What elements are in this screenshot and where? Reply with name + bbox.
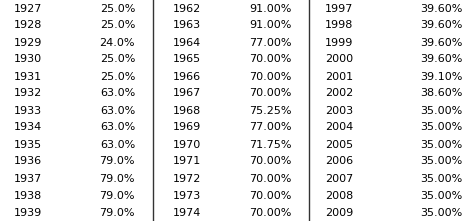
Text: 1928: 1928 <box>14 21 43 30</box>
Text: 79.0%: 79.0% <box>100 191 135 200</box>
Text: 1972: 1972 <box>173 173 201 183</box>
Text: 2004: 2004 <box>325 122 353 133</box>
Text: 2005: 2005 <box>325 139 353 149</box>
Text: 71.75%: 71.75% <box>249 139 292 149</box>
Text: 1974: 1974 <box>173 208 201 217</box>
Text: 1930: 1930 <box>14 55 42 65</box>
Text: 35.00%: 35.00% <box>420 122 462 133</box>
Text: 70.00%: 70.00% <box>249 72 292 82</box>
Text: 25.0%: 25.0% <box>100 4 135 13</box>
Text: 1967: 1967 <box>173 88 201 99</box>
Text: 63.0%: 63.0% <box>100 139 135 149</box>
Text: 1970: 1970 <box>173 139 201 149</box>
Text: 35.00%: 35.00% <box>420 173 462 183</box>
Text: 1938: 1938 <box>14 191 43 200</box>
Text: 70.00%: 70.00% <box>249 191 292 200</box>
Text: 1998: 1998 <box>325 21 353 30</box>
Text: 35.00%: 35.00% <box>420 191 462 200</box>
Text: 1934: 1934 <box>14 122 43 133</box>
Text: 79.0%: 79.0% <box>100 173 135 183</box>
Text: 35.00%: 35.00% <box>420 139 462 149</box>
Text: 1933: 1933 <box>14 105 42 116</box>
Text: 1935: 1935 <box>14 139 42 149</box>
Text: 2007: 2007 <box>325 173 353 183</box>
Text: 2000: 2000 <box>325 55 353 65</box>
Text: 1964: 1964 <box>173 38 201 48</box>
Text: 35.00%: 35.00% <box>420 156 462 166</box>
Text: 63.0%: 63.0% <box>100 105 135 116</box>
Text: 1962: 1962 <box>173 4 201 13</box>
Text: 1963: 1963 <box>173 21 201 30</box>
Text: 35.00%: 35.00% <box>420 208 462 217</box>
Text: 1965: 1965 <box>173 55 201 65</box>
Text: 39.60%: 39.60% <box>420 21 462 30</box>
Text: 25.0%: 25.0% <box>100 55 135 65</box>
Text: 2006: 2006 <box>325 156 353 166</box>
Text: 1927: 1927 <box>14 4 43 13</box>
Text: 25.0%: 25.0% <box>100 21 135 30</box>
Text: 39.60%: 39.60% <box>420 4 462 13</box>
Text: 39.60%: 39.60% <box>420 38 462 48</box>
Text: 2003: 2003 <box>325 105 353 116</box>
Text: 39.10%: 39.10% <box>420 72 462 82</box>
Text: 63.0%: 63.0% <box>100 122 135 133</box>
Text: 79.0%: 79.0% <box>100 156 135 166</box>
Text: 75.25%: 75.25% <box>249 105 292 116</box>
Text: 38.60%: 38.60% <box>420 88 462 99</box>
Text: 77.00%: 77.00% <box>249 38 292 48</box>
Text: 91.00%: 91.00% <box>249 4 292 13</box>
Text: 39.60%: 39.60% <box>420 55 462 65</box>
Text: 70.00%: 70.00% <box>249 156 292 166</box>
Text: 70.00%: 70.00% <box>249 173 292 183</box>
Text: 1999: 1999 <box>325 38 353 48</box>
Text: 70.00%: 70.00% <box>249 88 292 99</box>
Text: 1973: 1973 <box>173 191 201 200</box>
Text: 1936: 1936 <box>14 156 42 166</box>
Text: 25.0%: 25.0% <box>100 72 135 82</box>
Text: 1932: 1932 <box>14 88 43 99</box>
Text: 1937: 1937 <box>14 173 43 183</box>
Text: 2002: 2002 <box>325 88 353 99</box>
Text: 1931: 1931 <box>14 72 42 82</box>
Text: 1966: 1966 <box>173 72 201 82</box>
Text: 91.00%: 91.00% <box>249 21 292 30</box>
Text: 1997: 1997 <box>325 4 353 13</box>
Text: 1968: 1968 <box>173 105 201 116</box>
Text: 1969: 1969 <box>173 122 201 133</box>
Text: 77.00%: 77.00% <box>249 122 292 133</box>
Text: 2008: 2008 <box>325 191 353 200</box>
Text: 63.0%: 63.0% <box>100 88 135 99</box>
Text: 1929: 1929 <box>14 38 43 48</box>
Text: 1971: 1971 <box>173 156 201 166</box>
Text: 70.00%: 70.00% <box>249 208 292 217</box>
Text: 24.0%: 24.0% <box>100 38 135 48</box>
Text: 1939: 1939 <box>14 208 43 217</box>
Text: 70.00%: 70.00% <box>249 55 292 65</box>
Text: 79.0%: 79.0% <box>100 208 135 217</box>
Text: 2001: 2001 <box>325 72 353 82</box>
Text: 35.00%: 35.00% <box>420 105 462 116</box>
Text: 2009: 2009 <box>325 208 353 217</box>
